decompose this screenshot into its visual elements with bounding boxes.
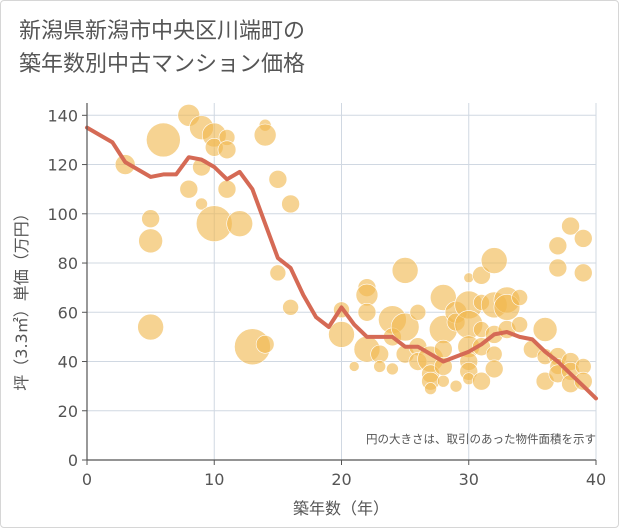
bubble-point — [269, 264, 287, 282]
bubble-point — [409, 303, 427, 321]
bubble-point — [355, 283, 379, 307]
bubble-point — [137, 313, 164, 341]
x-tick-label: 0 — [82, 470, 92, 489]
axes: 0 20 40 60 80 100 120 140 0 10 20 30 40 — [47, 103, 606, 489]
y-tick-label: 120 — [47, 156, 78, 175]
bubble-point — [532, 317, 558, 342]
y-tick-label: 40 — [58, 353, 78, 372]
chart-title-line2: 築年数別中古マンション価格 — [19, 52, 306, 77]
bubble-point — [217, 179, 237, 199]
bubble-point — [281, 194, 300, 214]
bubble-point — [268, 170, 288, 189]
bubble-point — [390, 312, 420, 342]
bubble-point — [511, 316, 528, 333]
y-tick-label: 100 — [47, 205, 78, 224]
bubble-point — [138, 228, 163, 254]
bubble-point — [195, 197, 208, 211]
bubble-point — [511, 289, 528, 306]
chart-title: 新潟県新潟市中央区川端町の 築年数別中古マンション価格 — [19, 15, 579, 81]
y-tick-label: 0 — [68, 451, 78, 470]
bubble-point — [573, 229, 593, 248]
bubble-point — [548, 236, 568, 256]
bubble-point — [484, 359, 504, 379]
bubble-layer — [114, 104, 593, 395]
bubble-point — [573, 371, 593, 391]
bubble-point — [424, 382, 437, 395]
x-tick-label: 30 — [459, 470, 479, 489]
bubble-point — [217, 140, 237, 160]
bubble-point — [573, 263, 593, 283]
bubble-point — [472, 371, 491, 391]
bubble-point — [146, 122, 181, 158]
y-tick-label: 20 — [58, 402, 78, 421]
y-tick-label: 140 — [47, 106, 78, 125]
x-tick-label: 40 — [586, 470, 606, 489]
size-note: 円の大きさは、取引のあった物件面積を示す — [366, 432, 596, 446]
bubble-point — [255, 334, 275, 354]
chart-title-line1: 新潟県新潟市中央区川端町の — [19, 19, 306, 44]
x-tick-label: 20 — [331, 470, 351, 489]
bubble-point — [449, 379, 463, 393]
y-tick-label: 80 — [58, 254, 78, 273]
trend-line — [85, 125, 598, 401]
bubble-point — [357, 302, 377, 322]
x-axis-label: 築年数（年） — [293, 499, 389, 518]
bubble-point — [391, 257, 419, 284]
bubble-point — [282, 299, 299, 316]
bubble-point — [141, 209, 160, 229]
y-tick-label: 60 — [58, 303, 78, 322]
x-tick-label: 10 — [204, 470, 224, 489]
bubble-point — [433, 339, 453, 359]
y-axis-label: 坪（3.3㎡）単価（万円） — [12, 205, 31, 390]
bubble-point — [226, 210, 253, 237]
bubble-point — [373, 360, 386, 373]
bubble-point — [179, 179, 199, 199]
bubble-point — [386, 362, 399, 376]
bubble-point — [114, 154, 136, 175]
bubble-point — [436, 374, 450, 388]
bubble-point — [480, 247, 508, 274]
bubble-point — [548, 258, 568, 278]
bubble-point — [561, 216, 580, 236]
bubble-point — [348, 361, 360, 372]
bubble-point — [253, 123, 277, 147]
bubble-point — [328, 321, 355, 348]
